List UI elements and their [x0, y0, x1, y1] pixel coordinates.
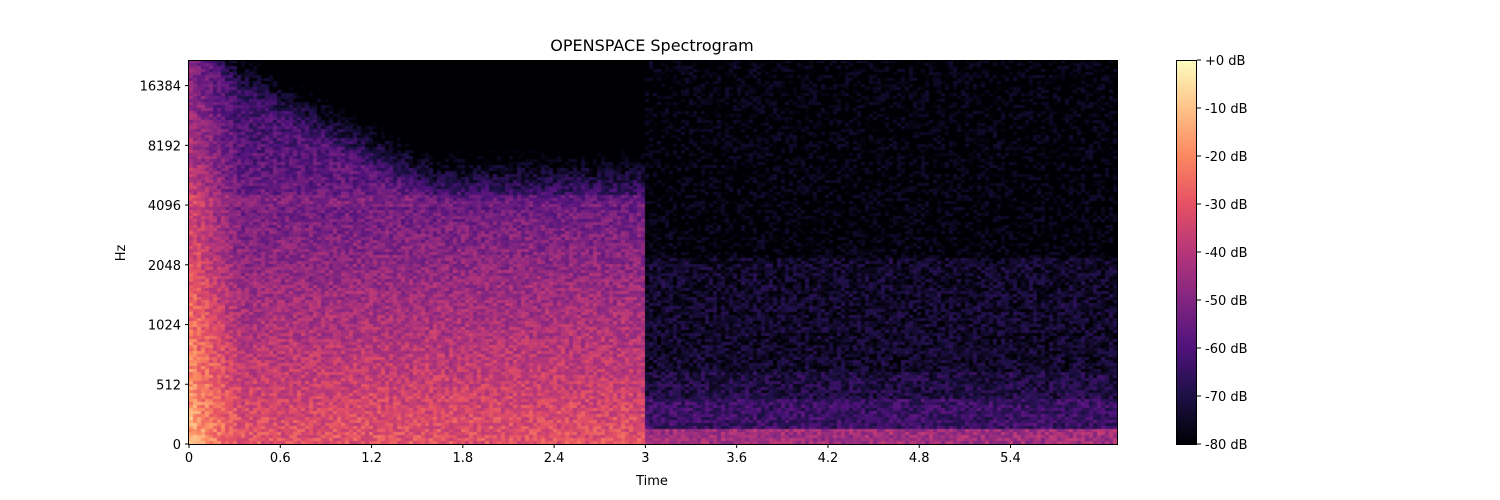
- colorbar-tick-label: -20 dB: [1205, 150, 1248, 165]
- x-tick-label: 0.6: [270, 451, 291, 466]
- x-tick-label: 1.8: [452, 451, 473, 466]
- spectrogram-image: [189, 60, 1117, 444]
- x-axis: 0 0.6 1.2 1.8 2.4 3 3.6 4.2 4.8 5.4: [185, 444, 1021, 466]
- colorbar-tick-label: -50 dB: [1205, 294, 1248, 309]
- y-tick-label: 512: [156, 378, 181, 393]
- x-tick-label: 4.2: [818, 451, 839, 466]
- colorbar-tick-label: -70 dB: [1205, 390, 1248, 405]
- chart-title: OPENSPACE Spectrogram: [550, 36, 754, 55]
- y-axis-label: Hz: [114, 245, 129, 262]
- y-tick-label: 4096: [148, 199, 181, 214]
- x-tick-label: 2.4: [544, 451, 565, 466]
- x-tick-label: 4.8: [909, 451, 930, 466]
- x-tick-label: 0: [185, 451, 193, 466]
- colorbar-tick-label: -60 dB: [1205, 342, 1248, 357]
- colorbar-tick-label: +0 dB: [1205, 54, 1245, 69]
- y-tick-label: 16384: [140, 80, 181, 95]
- x-tick-label: 5.4: [1000, 451, 1021, 466]
- x-axis-label: Time: [635, 474, 668, 489]
- y-tick-label: 1024: [148, 319, 181, 334]
- x-tick-label: 3: [641, 451, 649, 466]
- y-tick-label: 8192: [148, 139, 181, 154]
- y-axis: 0 512 1024 2048 4096 8192 16384: [140, 80, 189, 453]
- colorbar: [1176, 60, 1197, 445]
- x-tick-label: 1.2: [361, 451, 382, 466]
- spectrogram-plot-area: [189, 60, 1117, 444]
- colorbar-tick-label: -10 dB: [1205, 102, 1248, 117]
- plot-frame: [188, 60, 1118, 445]
- colorbar-axis: +0 dB -10 dB -20 dB -30 dB -40 dB -50 dB -60 d…: [1197, 54, 1248, 453]
- y-tick-label: 0: [173, 438, 181, 453]
- colorbar-tick-label: -30 dB: [1205, 198, 1248, 213]
- colorbar-tick-label: -80 dB: [1205, 438, 1248, 453]
- x-tick-label: 3.6: [726, 451, 747, 466]
- colorbar-tick-label: -40 dB: [1205, 246, 1248, 261]
- y-tick-label: 2048: [148, 259, 181, 274]
